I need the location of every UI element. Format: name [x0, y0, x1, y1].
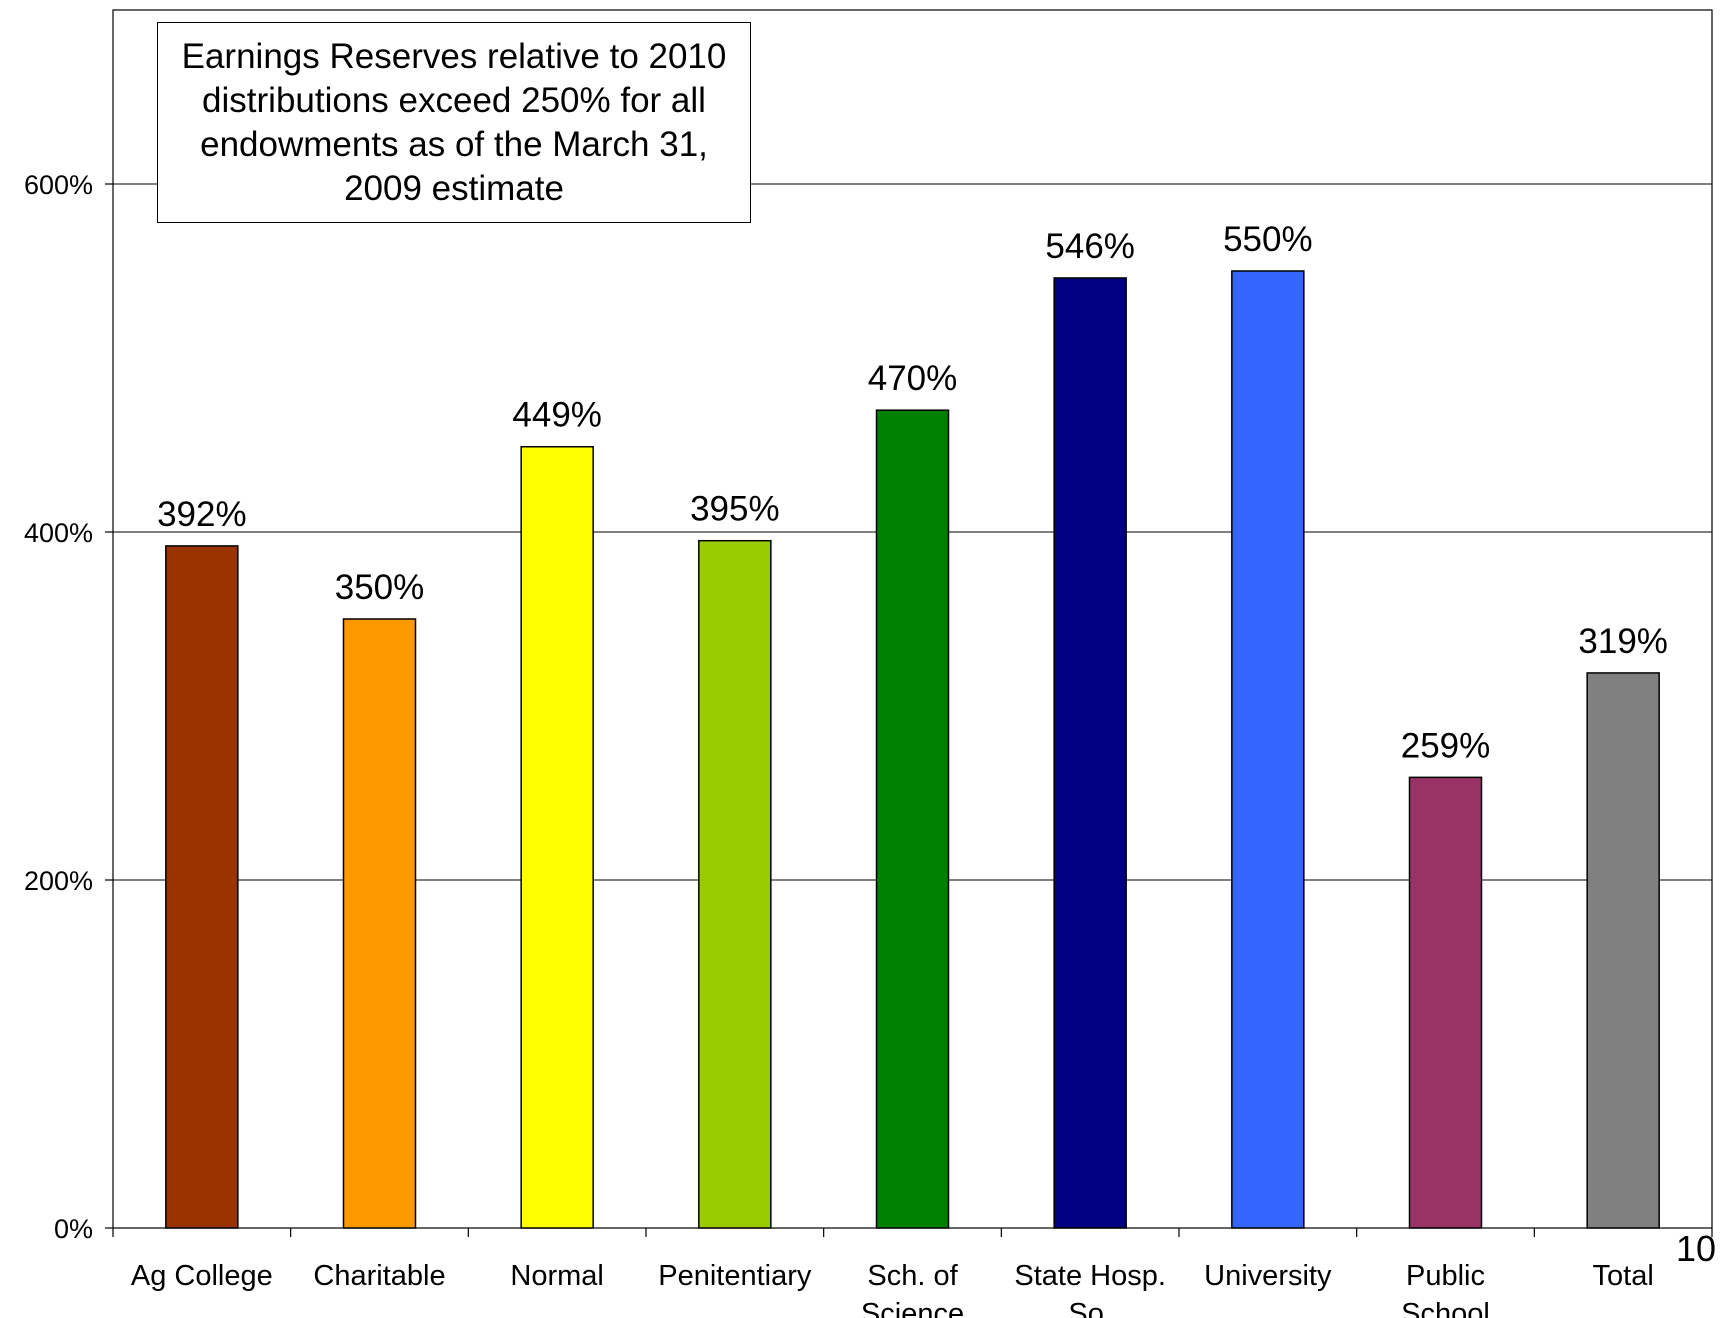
x-tick-label: Penitentiary: [658, 1260, 812, 1292]
x-tick-label: So.: [1068, 1298, 1112, 1318]
bar: [342, 618, 417, 1229]
data-label: 449%: [512, 396, 602, 435]
annotation-box: Earnings Reserves relative to 2010 distr…: [157, 22, 751, 223]
y-tick-label: 200%: [24, 866, 93, 896]
page-number: 10: [1676, 1228, 1717, 1269]
bar: [875, 409, 950, 1229]
y-tick-label: 400%: [24, 518, 93, 548]
bar: [1053, 277, 1127, 1229]
x-tick-label: Science: [861, 1298, 964, 1318]
x-tick-label: Ag College: [131, 1260, 273, 1292]
data-label: 350%: [335, 568, 425, 607]
data-label: 470%: [868, 359, 958, 398]
bar: [1586, 672, 1660, 1229]
bar: [1231, 270, 1305, 1229]
x-tick-label: Public: [1406, 1260, 1485, 1292]
x-tick-label: Normal: [510, 1260, 603, 1292]
data-label: 395%: [690, 490, 780, 529]
bar: [1408, 776, 1483, 1229]
data-label: 546%: [1045, 227, 1135, 266]
y-tick-label: 600%: [24, 170, 93, 200]
data-label: 319%: [1578, 622, 1668, 661]
data-label: 392%: [157, 495, 247, 534]
bar: [165, 545, 239, 1229]
x-tick-label: State Hosp.: [1014, 1260, 1166, 1292]
bar: [520, 445, 594, 1229]
annotation-text: Earnings Reserves relative to 2010 distr…: [181, 36, 727, 208]
data-label: 550%: [1223, 220, 1313, 259]
x-tick-label: Total: [1593, 1260, 1654, 1292]
data-label: 259%: [1401, 726, 1491, 765]
x-tick-label: School: [1401, 1298, 1490, 1318]
x-tick-label: Sch. of: [867, 1260, 958, 1292]
x-tick-label: University: [1204, 1260, 1332, 1292]
y-tick-label: 0%: [54, 1214, 93, 1244]
bar: [698, 539, 772, 1229]
x-tick-label: Charitable: [313, 1260, 445, 1292]
